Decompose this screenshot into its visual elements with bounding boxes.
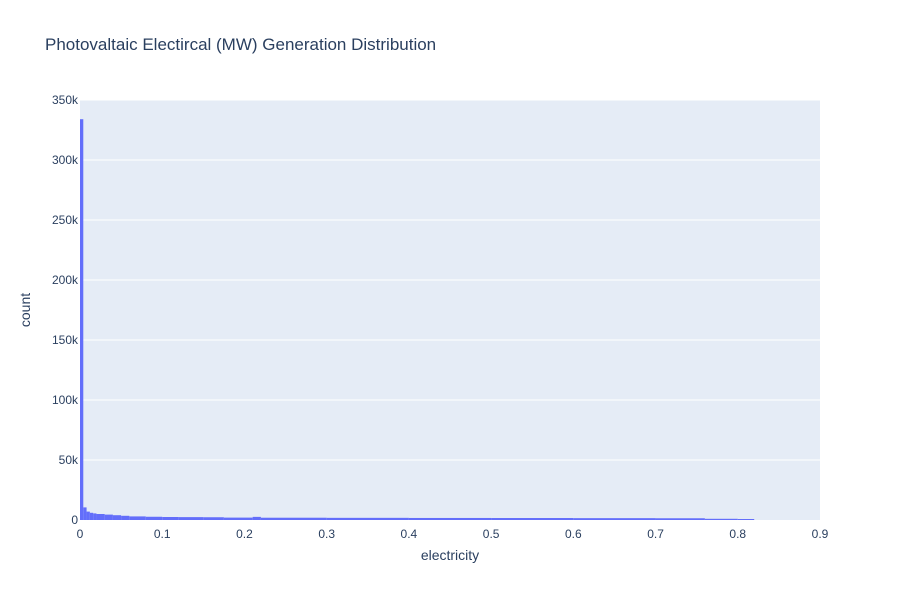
y-axis-title: count: [17, 293, 33, 327]
histogram-bar[interactable]: [408, 517, 492, 520]
x-tick-label: 0.9: [812, 527, 829, 541]
y-tick-label: 250k: [52, 213, 79, 227]
y-tick-label: 150k: [52, 333, 79, 347]
y-tick-label: 100k: [52, 393, 79, 407]
histogram-bar[interactable]: [203, 517, 224, 520]
histogram-bar[interactable]: [80, 119, 84, 520]
histogram-bar[interactable]: [83, 507, 87, 520]
x-axis-title: electricity: [421, 547, 479, 563]
x-tick-label: 0.5: [483, 527, 500, 541]
histogram-bar[interactable]: [129, 516, 146, 520]
y-tick-label: 350k: [52, 93, 79, 107]
x-tick-label: 0.2: [236, 527, 253, 541]
histogram-bar[interactable]: [145, 516, 163, 520]
histogram-bar[interactable]: [162, 517, 179, 520]
histogram-bar[interactable]: [737, 519, 755, 520]
plot-background: [80, 100, 820, 520]
histogram-bar[interactable]: [86, 511, 90, 520]
x-tick-label: 0.7: [647, 527, 664, 541]
y-tick-label: 0: [71, 513, 78, 527]
x-axis-ticks: 0 0.1 0.2 0.3 0.4 0.5 0.6 0.7 0.8 0.9: [77, 527, 829, 541]
y-tick-label: 300k: [52, 153, 79, 167]
histogram-bar[interactable]: [326, 517, 409, 520]
y-axis-ticks: 0 50k 100k 150k 200k 250k 300k 350k: [52, 93, 79, 527]
histogram-bar[interactable]: [93, 513, 97, 520]
histogram-bar[interactable]: [252, 516, 261, 520]
x-tick-label: 0: [77, 527, 84, 541]
x-tick-label: 0.6: [565, 527, 582, 541]
gridlines: [80, 99, 820, 461]
x-tick-label: 0.8: [729, 527, 746, 541]
histogram-bar[interactable]: [178, 517, 204, 520]
x-tick-label: 0.1: [154, 527, 171, 541]
y-tick-label: 50k: [59, 453, 79, 467]
histogram-bar[interactable]: [96, 514, 105, 520]
histogram-bar[interactable]: [491, 518, 574, 520]
histogram-bar[interactable]: [89, 512, 94, 520]
histogram-bar[interactable]: [223, 517, 253, 520]
histogram-bars: [80, 119, 755, 520]
histogram-bar[interactable]: [112, 515, 122, 520]
histogram-bar[interactable]: [704, 518, 738, 520]
histogram-bar[interactable]: [104, 514, 113, 520]
histogram-bar[interactable]: [573, 518, 656, 520]
histogram-bar[interactable]: [655, 518, 705, 520]
x-tick-label: 0.4: [401, 527, 418, 541]
histogram-bar[interactable]: [121, 515, 130, 520]
x-tick-label: 0.3: [318, 527, 335, 541]
y-tick-label: 200k: [52, 273, 79, 287]
chart-title: Photovaltaic Electircal (MW) Generation …: [45, 35, 436, 54]
histogram-bar[interactable]: [260, 517, 327, 520]
